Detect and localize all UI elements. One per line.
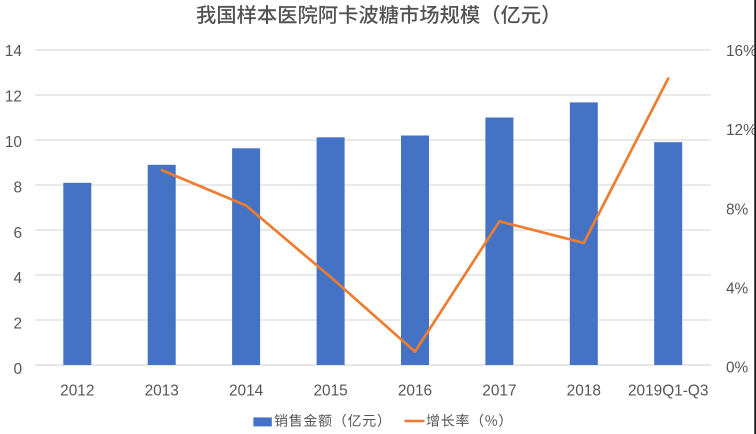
svg-text:14: 14 — [5, 43, 23, 60]
svg-text:2017: 2017 — [482, 383, 516, 400]
svg-text:2: 2 — [13, 316, 22, 333]
svg-text:6: 6 — [13, 225, 22, 242]
svg-text:4%: 4% — [726, 280, 749, 297]
svg-text:2016: 2016 — [398, 383, 432, 400]
svg-text:10: 10 — [5, 134, 22, 151]
svg-text:2013: 2013 — [145, 383, 179, 400]
svg-text:12: 12 — [5, 89, 22, 106]
svg-text:12%: 12% — [726, 122, 756, 139]
svg-text:8: 8 — [13, 179, 22, 196]
svg-text:2012: 2012 — [60, 383, 94, 400]
svg-text:0: 0 — [13, 361, 22, 378]
svg-text:2014: 2014 — [229, 383, 264, 400]
svg-text:2018: 2018 — [567, 383, 601, 400]
svg-text:2019Q1-Q3: 2019Q1-Q3 — [628, 383, 708, 400]
svg-text:2015: 2015 — [313, 383, 347, 400]
svg-text:4: 4 — [13, 270, 22, 287]
svg-text:16%: 16% — [726, 43, 756, 60]
svg-text:0%: 0% — [726, 360, 749, 377]
svg-text:8%: 8% — [726, 201, 749, 218]
